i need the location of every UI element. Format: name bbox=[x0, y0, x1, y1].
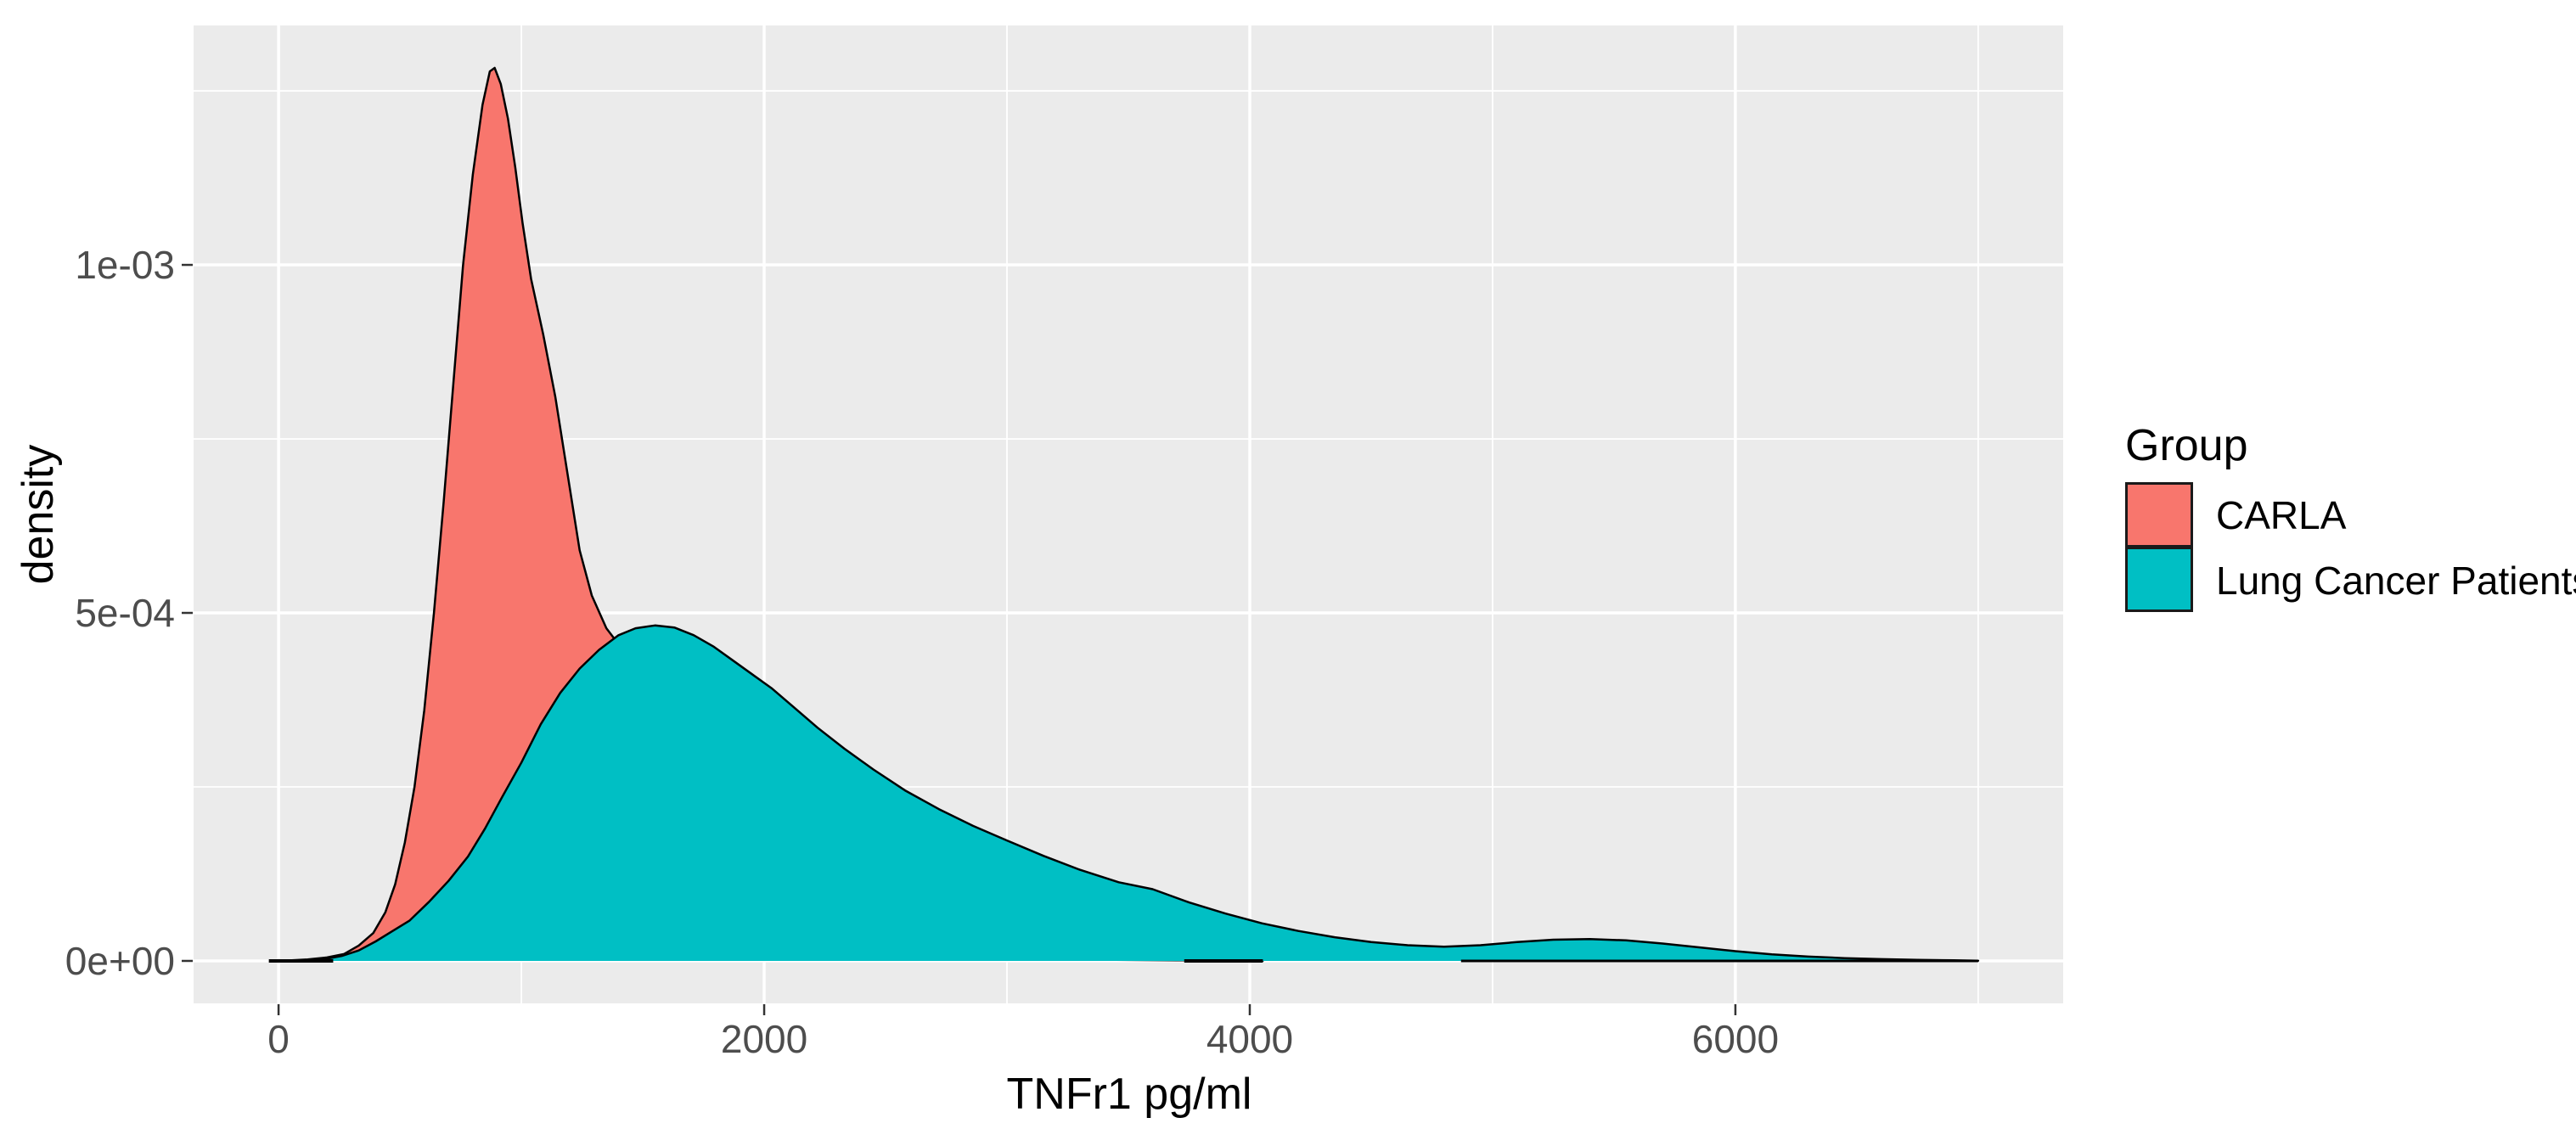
density-outline-lung-cancer-patients bbox=[301, 624, 1980, 962]
lung-cancer-swatch-icon bbox=[2125, 546, 2193, 612]
x-tick-label: 4000 bbox=[1206, 1017, 1293, 1061]
y-axis-title: density bbox=[14, 444, 63, 585]
x-tick-label: 2000 bbox=[721, 1017, 807, 1061]
x-axis-title: TNFr1 pg/ml bbox=[1006, 1070, 1252, 1119]
legend: Group CARLA Lung Cancer Patients bbox=[2125, 423, 2576, 613]
y-tick-label: 0e+00 bbox=[65, 939, 175, 983]
legend-entry-lung-cancer: Lung Cancer Patients bbox=[2125, 546, 2576, 613]
y-tick-label: 5e-04 bbox=[75, 591, 175, 635]
x-tick-label: 6000 bbox=[1692, 1017, 1779, 1061]
legend-entry-carla: CARLA bbox=[2125, 482, 2576, 548]
density-area-carla bbox=[285, 68, 1263, 961]
legend-title: Group bbox=[2125, 421, 2248, 470]
carla-swatch-icon bbox=[2125, 482, 2193, 548]
x-tick-label: 0 bbox=[267, 1017, 290, 1061]
legend-label: Lung Cancer Patients bbox=[2216, 558, 2576, 603]
density-area-lung-cancer-patients bbox=[302, 625, 1978, 961]
legend-label: CARLA bbox=[2216, 492, 2347, 537]
y-tick-label: 1e-03 bbox=[75, 243, 175, 287]
legend-keys: CARLA Lung Cancer Patients bbox=[2125, 482, 2576, 613]
